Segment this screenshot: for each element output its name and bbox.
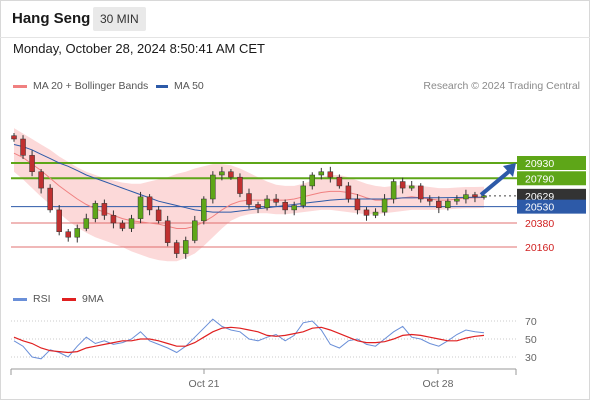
candle-body — [146, 196, 153, 211]
legend-ma20: MA 20 + Bollinger Bands — [13, 80, 148, 92]
legend-ma9: 9MA — [62, 293, 104, 305]
candle-body — [192, 220, 198, 241]
candle-body — [11, 135, 17, 140]
ma50-label: MA 50 — [174, 80, 204, 92]
candle-body — [454, 198, 460, 202]
candle-body — [417, 185, 424, 200]
candle-body — [246, 193, 252, 205]
candle-body — [56, 209, 62, 232]
rsi-ma9-line — [13, 326, 485, 354]
candle-body — [101, 203, 108, 216]
candle-body — [300, 185, 306, 206]
candle-body — [399, 181, 406, 189]
candle-body — [436, 200, 442, 208]
candle-body — [228, 171, 234, 178]
candle-body — [219, 171, 225, 176]
x-tick-label: Oct 21 — [189, 378, 220, 390]
rsi-level-label: 30 — [525, 352, 537, 364]
candle-body — [309, 174, 316, 187]
ma9-label: 9MA — [82, 293, 104, 305]
candle-body — [472, 194, 478, 198]
support-1-label: 20380 — [525, 218, 554, 230]
candle-body — [481, 195, 487, 198]
candle-body — [354, 198, 361, 211]
rsi-level-label: 50 — [525, 334, 537, 346]
timestamp: Monday, October 28, 2024 8:50:41 AM CET — [13, 41, 265, 56]
candle-body — [282, 202, 288, 211]
pivot-label-bg — [517, 199, 586, 214]
candle-body — [381, 198, 388, 213]
candle-body — [20, 138, 26, 156]
ma9-swatch — [62, 297, 76, 301]
candle-body — [255, 204, 261, 208]
last-price-label-bg — [517, 188, 586, 203]
forecast-arrow-head — [503, 163, 516, 177]
rsi-label: RSI — [33, 293, 51, 305]
rsi-swatch — [13, 297, 27, 301]
candle-body — [427, 198, 433, 202]
legend-ma50: MA 50 — [156, 80, 204, 92]
research-credit: Research © 2024 Trading Central — [423, 80, 580, 92]
candle-body — [210, 174, 216, 200]
candle-body — [345, 185, 352, 200]
candle-body — [164, 220, 171, 243]
candle-body — [110, 215, 117, 224]
candle-body — [363, 209, 370, 216]
candle-body — [65, 231, 71, 238]
candle-body — [408, 185, 415, 189]
resistance-1-label-bg — [517, 171, 586, 186]
candle-body — [445, 200, 451, 208]
candle-body — [318, 171, 325, 176]
candle-body — [237, 176, 243, 194]
rsi-line — [13, 318, 485, 360]
candle-body — [273, 198, 279, 203]
ma20-swatch — [13, 84, 27, 88]
rsi-level-label: 70 — [525, 316, 537, 328]
candle-body — [137, 196, 144, 219]
candle-body — [463, 194, 469, 200]
resistance-1-label: 20790 — [525, 173, 554, 185]
instrument-title: Hang Seng — [12, 10, 91, 27]
candle-body — [74, 228, 81, 238]
x-tick-label: Oct 28 — [423, 378, 454, 390]
candle-body — [29, 155, 35, 172]
forecast-arrow — [479, 167, 514, 197]
resistance-2-label: 20930 — [525, 158, 554, 170]
candle-body — [291, 205, 297, 211]
ma20-label: MA 20 + Bollinger Bands — [33, 80, 149, 92]
support-2-label: 20160 — [525, 242, 554, 254]
chart-header: Hang Seng 30 MIN — [0, 0, 590, 38]
candle-body — [173, 242, 180, 254]
candle-body — [390, 181, 397, 200]
candle-body — [155, 209, 162, 222]
candle-body — [38, 171, 44, 189]
candle-body — [47, 187, 53, 211]
resistance-2-label-bg — [517, 156, 586, 170]
candle-body — [128, 218, 135, 229]
candle-body — [83, 218, 90, 229]
interval-badge[interactable]: 30 MIN — [93, 7, 146, 31]
legend-rsi: RSI — [13, 293, 51, 305]
candle-body — [92, 203, 99, 219]
candle-body — [201, 198, 207, 222]
candle-body — [119, 222, 126, 229]
candle-body — [182, 240, 189, 254]
candle-body — [327, 171, 334, 178]
candle-body — [372, 211, 379, 216]
pivot-label: 20530 — [525, 202, 554, 214]
candle-body — [336, 176, 343, 187]
ma50-swatch — [156, 84, 168, 88]
candle-body — [264, 198, 270, 208]
ma50-line — [13, 144, 485, 213]
